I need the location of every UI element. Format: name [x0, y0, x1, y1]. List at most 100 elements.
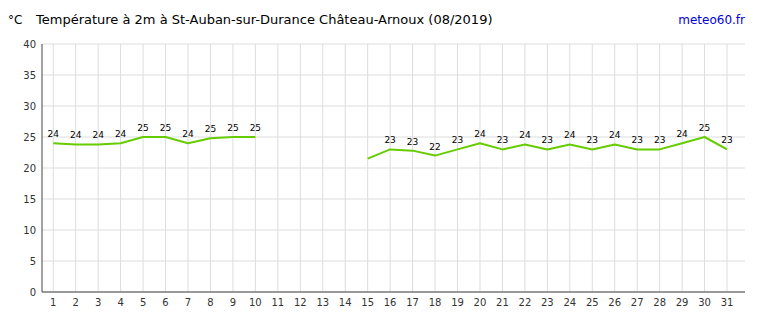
x-tick-label: 10 — [249, 297, 262, 308]
x-grid-line — [165, 44, 166, 292]
y-grid-line — [42, 75, 745, 76]
x-tick-label: 7 — [185, 297, 191, 308]
x-grid-line — [232, 44, 233, 292]
x-grid-line — [682, 44, 683, 292]
x-grid-line — [390, 44, 391, 292]
x-tick-label: 14 — [339, 297, 352, 308]
x-grid-line — [300, 44, 301, 292]
x-tick-label: 3 — [95, 297, 101, 308]
x-grid-line — [143, 44, 144, 292]
x-tick-label: 21 — [496, 297, 509, 308]
x-grid-line — [727, 44, 728, 292]
data-label: 24 — [519, 130, 531, 140]
data-label: 25 — [227, 123, 238, 133]
data-label: 25 — [699, 123, 710, 133]
data-label: 23 — [654, 135, 665, 145]
y-tick-label: 10 — [23, 225, 36, 236]
data-label: 25 — [160, 123, 171, 133]
x-grid-line — [704, 44, 705, 292]
data-label: 22 — [429, 142, 440, 152]
chart: 0510152025303540123456789101112131415161… — [0, 0, 765, 320]
y-grid-line — [42, 199, 745, 200]
x-tick-label: 27 — [631, 297, 644, 308]
x-tick-label: 24 — [563, 297, 576, 308]
x-tick-label: 29 — [676, 297, 689, 308]
data-label: 24 — [70, 130, 82, 140]
data-label: 25 — [205, 124, 216, 134]
x-tick-label: 22 — [519, 297, 532, 308]
x-grid-line — [345, 44, 346, 292]
data-label: 24 — [676, 129, 688, 139]
y-tick-label: 25 — [23, 132, 36, 143]
x-grid-line — [255, 44, 256, 292]
x-tick-label: 25 — [586, 297, 599, 308]
x-grid-line — [524, 44, 525, 292]
data-label: 24 — [48, 129, 60, 139]
x-tick-label: 19 — [451, 297, 464, 308]
y-grid-line — [42, 261, 745, 262]
x-tick-label: 28 — [653, 297, 666, 308]
x-grid-line — [592, 44, 593, 292]
x-tick-label: 2 — [73, 297, 79, 308]
x-grid-line — [98, 44, 99, 292]
y-tick-label: 35 — [23, 70, 36, 81]
data-label: 24 — [474, 129, 486, 139]
data-label: 24 — [182, 129, 194, 139]
x-tick-label: 11 — [271, 297, 284, 308]
data-label: 23 — [587, 135, 598, 145]
x-grid-line — [502, 44, 503, 292]
grid — [42, 44, 745, 292]
data-labels: 24 24 24 24 25 25 24 25 25 25 23 23 22 23 24 23 24 23 24 23… — [48, 123, 733, 152]
y-grid-line — [42, 44, 745, 45]
y-tick-label: 5 — [30, 256, 36, 267]
title: Température à 2m à St-Auban-sur-Durance … — [35, 12, 492, 27]
x-tick-label: 30 — [698, 297, 711, 308]
x-grid-line — [367, 44, 368, 292]
data-label: 25 — [137, 123, 148, 133]
y-grid-line — [42, 230, 745, 231]
x-axis-line — [42, 292, 745, 293]
data-label: 23 — [384, 135, 395, 145]
x-grid-line — [614, 44, 615, 292]
x-tick-label: 13 — [316, 297, 329, 308]
y-grid-line — [42, 292, 745, 293]
y-tick-label: 15 — [23, 194, 36, 205]
data-label: 24 — [92, 130, 104, 140]
x-grid-line — [75, 44, 76, 292]
x-grid-line — [659, 44, 660, 292]
data-label: 23 — [407, 137, 418, 147]
x-tick-label: 4 — [117, 297, 123, 308]
x-tick-label: 26 — [608, 297, 621, 308]
y-tick-label: 0 — [30, 287, 36, 298]
ticks: 0510152025303540123456789101112131415161… — [23, 39, 733, 308]
x-grid-line — [637, 44, 638, 292]
x-grid-line — [210, 44, 211, 292]
x-tick-label: 1 — [50, 297, 56, 308]
x-tick-label: 17 — [406, 297, 419, 308]
x-grid-line — [53, 44, 54, 292]
x-tick-label: 23 — [541, 297, 554, 308]
y-axis-line — [42, 44, 43, 292]
x-tick-label: 5 — [140, 297, 146, 308]
x-grid-line — [569, 44, 570, 292]
y-grid-line — [42, 106, 745, 107]
x-tick-label: 20 — [474, 297, 487, 308]
data-label: 23 — [631, 135, 642, 145]
data-label: 24 — [564, 130, 576, 140]
x-grid-line — [322, 44, 323, 292]
y-grid-line — [42, 168, 745, 169]
data-label: 23 — [497, 135, 508, 145]
y-tick-label: 40 — [23, 39, 36, 50]
x-tick-label: 12 — [294, 297, 307, 308]
x-grid-line — [120, 44, 121, 292]
x-grid-line — [187, 44, 188, 292]
x-grid-line — [457, 44, 458, 292]
x-tick-label: 31 — [721, 297, 734, 308]
x-grid-line — [435, 44, 436, 292]
y-tick-label: 30 — [23, 101, 36, 112]
x-grid-line — [479, 44, 480, 292]
watermark: meteo60.fr — [678, 13, 745, 27]
data-label: 25 — [250, 123, 261, 133]
x-tick-label: 15 — [361, 297, 374, 308]
x-tick-label: 8 — [207, 297, 213, 308]
